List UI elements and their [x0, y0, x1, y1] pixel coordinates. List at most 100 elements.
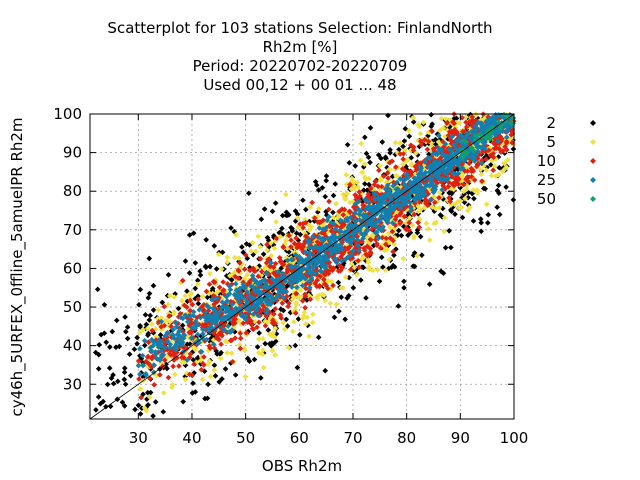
y-tick-label: 100 [53, 105, 82, 123]
data-point [400, 143, 406, 150]
data-point [386, 210, 393, 216]
data-point [302, 219, 309, 226]
data-point [448, 152, 455, 159]
data-point [322, 193, 329, 200]
data-point [299, 282, 306, 289]
data-point [150, 282, 157, 289]
data-point [439, 205, 446, 212]
data-point [137, 411, 144, 417]
data-point [188, 330, 195, 336]
data-point [200, 293, 206, 300]
data-point [258, 216, 265, 223]
data-point [449, 181, 456, 187]
data-point [254, 344, 261, 350]
data-point [447, 185, 454, 191]
chart-title: Scatterplot for 103 stations Selection: … [107, 19, 492, 94]
data-point [314, 272, 320, 278]
data-point [490, 124, 496, 131]
data-point [401, 200, 407, 206]
data-point [346, 160, 353, 166]
data-point [95, 394, 102, 400]
data-point [201, 354, 207, 360]
data-point [270, 311, 277, 317]
data-point [449, 174, 456, 180]
data-point [347, 256, 354, 262]
data-point [348, 222, 355, 229]
data-point [417, 175, 424, 182]
data-point [150, 330, 157, 336]
data-point [123, 328, 129, 335]
data-point [350, 234, 357, 241]
data-point [375, 152, 382, 158]
data-point [145, 295, 152, 301]
data-point [243, 313, 249, 319]
data-point [148, 336, 155, 343]
data-point [339, 246, 345, 253]
data-point [279, 300, 286, 307]
data-point [225, 323, 231, 329]
title-line-1: Scatterplot for 103 stations Selection: … [107, 19, 492, 37]
data-point [346, 208, 353, 215]
data-point [216, 294, 222, 301]
data-point [212, 373, 219, 379]
data-point [414, 229, 421, 236]
data-point [190, 312, 197, 319]
data-point [147, 375, 153, 382]
data-point [389, 209, 395, 216]
data-point [150, 342, 157, 349]
data-point [468, 144, 475, 151]
data-point [496, 140, 502, 147]
data-point [282, 288, 288, 295]
data-point [195, 281, 201, 288]
data-point [311, 215, 318, 221]
data-point [436, 169, 442, 176]
data-point [207, 270, 213, 277]
data-point [295, 224, 301, 230]
data-point [315, 259, 322, 266]
data-point [257, 255, 264, 262]
data-point [255, 273, 262, 280]
data-point [211, 316, 218, 323]
data-point [184, 341, 191, 348]
data-point [380, 195, 387, 202]
data-point [276, 281, 283, 287]
data-point [342, 196, 348, 202]
data-point [199, 376, 206, 383]
data-point [321, 243, 328, 250]
data-point [209, 320, 216, 326]
data-point [193, 318, 199, 325]
data-point [480, 163, 487, 169]
data-point [136, 376, 142, 382]
data-point [307, 204, 313, 210]
data-point [340, 191, 346, 198]
data-point [416, 216, 423, 223]
data-point [423, 188, 429, 194]
data-point [327, 223, 333, 230]
data-point [477, 131, 483, 138]
data-point [438, 268, 444, 275]
data-point [224, 350, 230, 356]
data-point [300, 265, 307, 272]
data-point [187, 292, 194, 298]
data-point [417, 233, 424, 240]
data-point [305, 237, 312, 244]
data-point [376, 167, 382, 174]
data-point [379, 139, 386, 145]
data-point [442, 141, 449, 147]
data-point [338, 258, 345, 264]
data-point [445, 197, 451, 204]
data-point [255, 298, 262, 305]
data-point [268, 342, 274, 349]
data-point [241, 303, 247, 310]
data-point [245, 296, 251, 302]
data-point [268, 332, 274, 339]
data-point [410, 189, 417, 195]
data-point [184, 304, 190, 310]
data-point [197, 314, 204, 321]
data-point [315, 242, 322, 249]
data-point [222, 292, 228, 298]
data-point [257, 283, 264, 289]
data-point [457, 198, 464, 204]
data-point [314, 283, 320, 290]
data-point [348, 261, 355, 267]
